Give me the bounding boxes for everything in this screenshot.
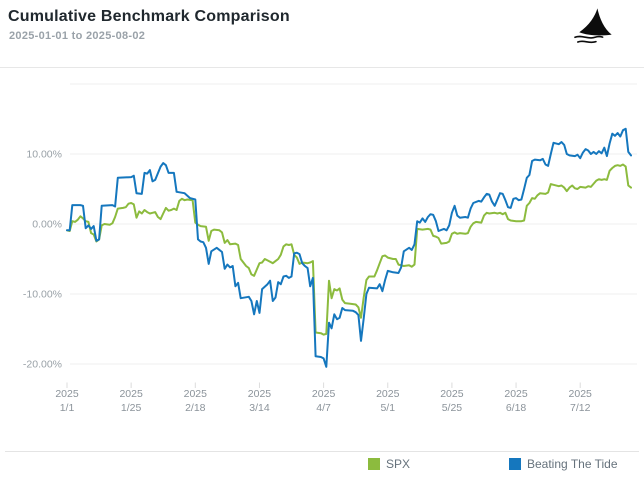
x-axis-label-year: 2025 [248, 388, 272, 400]
series-line-spx [66, 163, 632, 336]
wave-line-1 [574, 35, 604, 39]
x-axis-label-year: 2025 [55, 388, 79, 400]
date-range-subtitle: 2025-01-01 to 2025-08-02 [9, 30, 146, 42]
x-axis-label-date: 5/1 [380, 402, 395, 414]
x-axis-label-date: 4/7 [316, 402, 331, 414]
spx-color-swatch [368, 458, 380, 470]
y-axis-label: -20.00% [23, 359, 62, 371]
x-axis-label-date: 3/14 [249, 402, 270, 414]
y-axis-label: 0.00% [32, 219, 62, 231]
wave-line-2 [577, 40, 597, 44]
x-axis-label-year: 2025 [569, 388, 593, 400]
beating-the-tide-color-swatch [509, 458, 521, 470]
x-axis-label-date: 7/12 [570, 402, 591, 414]
legend-item-beating-the-tide[interactable]: Beating The Tide [509, 457, 618, 471]
legend-label-spx: SPX [386, 457, 411, 471]
y-axis-label: -10.00% [23, 289, 62, 301]
x-axis-label-date: 1/25 [121, 402, 142, 414]
x-axis-label-year: 2025 [119, 388, 143, 400]
x-axis-label-year: 2025 [312, 388, 336, 400]
shark-fin-logo [574, 8, 612, 44]
legend-item-spx[interactable]: SPX [368, 457, 410, 471]
x-axis-label-date: 5/25 [442, 402, 463, 414]
benchmark-line-chart: 10.00% 0.00% -10.00% -20.00% 2025 1/1 2025 1/25… [23, 83, 637, 414]
y-axis-label: 10.00% [26, 149, 62, 161]
x-axis-label-year: 2025 [184, 388, 208, 400]
x-axis-label-year: 2025 [504, 388, 528, 400]
series-line-beating-the-tide [66, 127, 632, 368]
x-axis-label-date: 1/1 [60, 402, 75, 414]
x-axis-label-year: 2025 [440, 388, 464, 400]
x-axis-label-date: 6/18 [506, 402, 527, 414]
legend-label-beating-the-tide: Beating The Tide [527, 457, 618, 471]
x-axis-label-year: 2025 [376, 388, 400, 400]
x-axis-label-date: 2/18 [185, 402, 206, 414]
legend-divider [5, 451, 639, 452]
header-divider [0, 67, 644, 68]
page-title: Cumulative Benchmark Comparison [8, 8, 290, 25]
shark-fin-shape [579, 8, 612, 36]
